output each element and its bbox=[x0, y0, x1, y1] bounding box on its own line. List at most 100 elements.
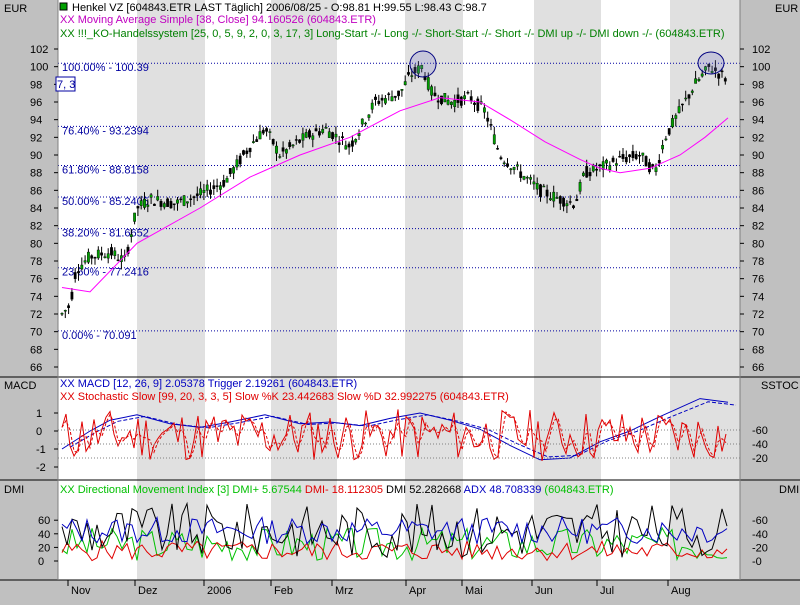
candle-body bbox=[136, 206, 140, 209]
fib-label: 0.00% - 70.091 bbox=[62, 330, 137, 342]
candle-body bbox=[301, 133, 305, 141]
candle-body bbox=[222, 180, 226, 187]
candle-body bbox=[565, 203, 569, 207]
candle-body bbox=[512, 167, 516, 170]
candle-body bbox=[195, 193, 199, 196]
price-tick-label-right: 78 bbox=[752, 256, 764, 268]
candle-body bbox=[90, 255, 94, 259]
price-tick-label-left: 80 bbox=[30, 238, 42, 250]
candle-body bbox=[367, 114, 371, 118]
dmi-lines bbox=[61, 501, 728, 562]
candle-body bbox=[189, 198, 193, 200]
candle-body bbox=[139, 200, 143, 206]
candle-body bbox=[700, 73, 704, 77]
candle-body bbox=[265, 128, 268, 132]
candle-body bbox=[654, 167, 658, 172]
candle-body bbox=[113, 250, 117, 256]
candle-body bbox=[149, 194, 153, 198]
candle-body bbox=[60, 313, 64, 315]
candle-body bbox=[374, 96, 377, 100]
candle-body bbox=[268, 131, 272, 133]
dmi-tick-label-right: -0 bbox=[752, 556, 762, 568]
dmi-tick-label-left: 20 bbox=[38, 542, 50, 554]
candle-body bbox=[380, 97, 384, 101]
price-tick-label-left: 70 bbox=[30, 327, 42, 339]
candle-body bbox=[245, 150, 249, 154]
candle-body bbox=[516, 164, 519, 167]
month-band bbox=[670, 377, 740, 480]
candle-body bbox=[459, 96, 463, 106]
price-right-unit: EUR bbox=[775, 3, 798, 15]
candle-body bbox=[446, 100, 450, 105]
price-tick-label-left: 92 bbox=[30, 132, 42, 144]
candle-body bbox=[456, 94, 460, 103]
price-tick-label-right: 84 bbox=[752, 203, 764, 215]
candle-body bbox=[228, 168, 232, 175]
price-tick-label-right: 96 bbox=[752, 97, 764, 109]
candle-body bbox=[509, 168, 513, 171]
dmi-value-legend: DMI 52.282668 bbox=[383, 484, 461, 496]
macd-tick-label: 1 bbox=[36, 408, 42, 420]
candle-body bbox=[238, 155, 242, 165]
candle-body bbox=[638, 155, 641, 157]
candle-body bbox=[615, 163, 618, 166]
price-left-unit: EUR bbox=[4, 3, 27, 15]
candle-body bbox=[281, 147, 285, 152]
candle-body bbox=[176, 199, 179, 204]
candle-body bbox=[116, 259, 120, 262]
price-tick-label-right: 92 bbox=[752, 132, 764, 144]
candle-body bbox=[572, 205, 575, 208]
stochastic-legend[interactable]: XX Stochastic Slow [99, 20, 3, 3, 5] Slo… bbox=[60, 391, 509, 403]
price-legend-line-3[interactable]: XX !!!_KO-Handelssystem [25, 0, 5, 9, 2,… bbox=[60, 28, 725, 40]
candle-body bbox=[634, 154, 638, 160]
candle-body bbox=[687, 94, 691, 99]
candle-body bbox=[321, 129, 325, 133]
stochastic-d-line bbox=[61, 411, 727, 461]
fib-label: 38.20% - 81.6652 bbox=[62, 228, 149, 240]
x-axis-label-mai: Mai bbox=[465, 585, 483, 597]
price-legend-line-2[interactable]: XX Moving Average Simple [38, Close] 94.… bbox=[60, 14, 376, 26]
candle-body bbox=[143, 199, 146, 208]
dmi-tick-label-left: 60 bbox=[38, 515, 50, 527]
moving-average-line bbox=[61, 97, 729, 293]
candle-body bbox=[397, 90, 400, 97]
candle-body bbox=[93, 257, 97, 259]
candle-body bbox=[535, 183, 539, 190]
candle-body bbox=[476, 98, 480, 111]
price-tick-label-right: 76 bbox=[752, 274, 764, 286]
price-tick-label-left: 90 bbox=[30, 150, 42, 162]
price-tick-label-right: 70 bbox=[752, 327, 764, 339]
candle-body bbox=[717, 73, 721, 79]
candle-body bbox=[450, 101, 453, 105]
price-legend-line-1[interactable]: Henkel VZ [604843.ETR LAST Täglich] 2006… bbox=[72, 2, 487, 14]
candle-body bbox=[684, 97, 688, 100]
cursor-value: 7, 3 bbox=[57, 79, 75, 91]
adx-line bbox=[61, 515, 728, 545]
candlesticks bbox=[60, 60, 727, 319]
candle-body bbox=[67, 305, 71, 309]
candle-body bbox=[235, 159, 239, 168]
candle-body bbox=[410, 75, 414, 77]
price-tick-label-left: 94 bbox=[30, 115, 42, 127]
candle-body bbox=[209, 189, 212, 195]
month-band bbox=[137, 0, 205, 377]
dmi-legend[interactable]: XX Directional Movement Index [3] DMI+ 5… bbox=[60, 484, 614, 496]
candle-body bbox=[552, 191, 556, 202]
candle-body bbox=[453, 99, 457, 107]
price-tick-label-left: 74 bbox=[30, 291, 42, 303]
price-tick-label-left: 102 bbox=[30, 44, 48, 56]
candle-body bbox=[532, 181, 536, 185]
candle-body bbox=[403, 81, 407, 86]
dmi-right-unit: DMI bbox=[779, 484, 799, 496]
candle-body bbox=[360, 118, 364, 125]
candle-body bbox=[377, 100, 381, 104]
candle-body bbox=[212, 185, 216, 189]
price-tick-label-right: 94 bbox=[752, 115, 764, 127]
candle-body bbox=[628, 154, 632, 158]
candle-body bbox=[179, 198, 183, 201]
candle-body bbox=[588, 171, 592, 177]
candle-body bbox=[585, 166, 589, 178]
macd-legend[interactable]: XX MACD [12, 26, 9] 2.05378 Trigger 2.19… bbox=[60, 378, 357, 390]
